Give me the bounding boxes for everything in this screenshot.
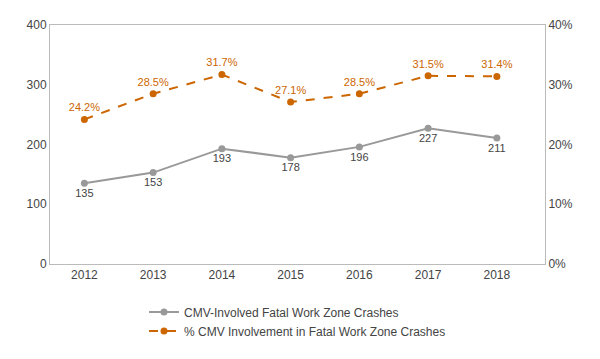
svg-text:135: 135 <box>75 187 93 199</box>
svg-text:300: 300 <box>27 78 47 92</box>
svg-text:2016: 2016 <box>346 268 373 282</box>
svg-text:200: 200 <box>27 138 47 152</box>
svg-text:0: 0 <box>40 257 47 271</box>
svg-text:24.2%: 24.2% <box>69 101 100 113</box>
svg-text:20%: 20% <box>548 138 572 152</box>
svg-text:% CMV Involvement in Fatal Wor: % CMV Involvement in Fatal Work Zone Cra… <box>184 325 445 339</box>
svg-text:28.5%: 28.5% <box>138 76 169 88</box>
svg-text:31.5%: 31.5% <box>413 58 444 70</box>
svg-text:196: 196 <box>350 151 368 163</box>
svg-text:2018: 2018 <box>484 268 511 282</box>
svg-text:227: 227 <box>419 132 437 144</box>
svg-text:0%: 0% <box>548 257 566 271</box>
svg-text:31.4%: 31.4% <box>481 58 512 70</box>
svg-text:CMV-Involved Fatal Work Zone C: CMV-Involved Fatal Work Zone Crashes <box>184 306 399 320</box>
svg-text:27.1%: 27.1% <box>275 84 306 96</box>
svg-text:31.7%: 31.7% <box>206 56 237 68</box>
svg-text:40%: 40% <box>548 18 572 32</box>
svg-text:2013: 2013 <box>140 268 167 282</box>
svg-text:28.5%: 28.5% <box>344 76 375 88</box>
svg-text:2015: 2015 <box>277 268 304 282</box>
svg-text:211: 211 <box>488 142 506 154</box>
svg-text:2012: 2012 <box>71 268 98 282</box>
svg-text:2017: 2017 <box>415 268 442 282</box>
svg-text:178: 178 <box>281 161 299 173</box>
svg-text:193: 193 <box>213 152 231 164</box>
svg-text:10%: 10% <box>548 197 572 211</box>
svg-text:153: 153 <box>144 176 162 188</box>
svg-text:30%: 30% <box>548 78 572 92</box>
svg-text:2014: 2014 <box>209 268 236 282</box>
svg-text:100: 100 <box>27 197 47 211</box>
svg-text:400: 400 <box>27 18 47 32</box>
